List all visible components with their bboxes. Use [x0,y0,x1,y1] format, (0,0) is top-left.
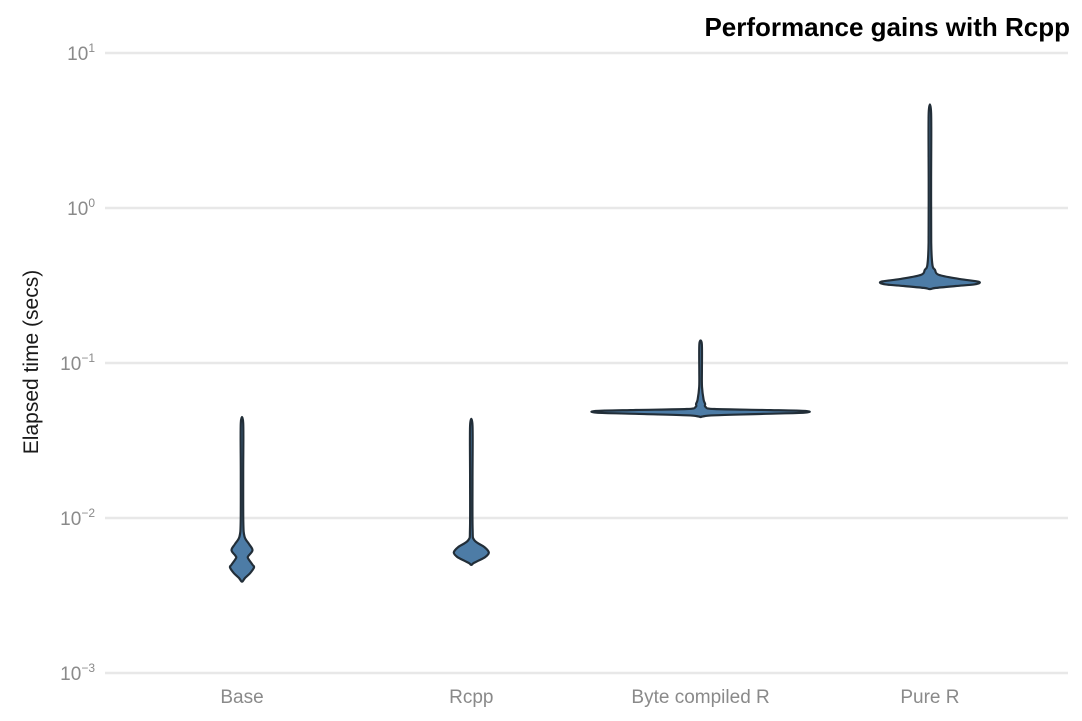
x-label-pure-r: Pure R [900,687,959,708]
violin-byte-compiled-r [590,339,811,419]
chart-title: Performance gains with Rcpp [704,12,1070,42]
x-label-byte-compiled-r: Byte compiled R [631,687,769,708]
x-label-rcpp: Rcpp [449,687,493,708]
violin-base [228,415,256,583]
y-tick-label-10e-2: 10−2 [60,506,95,530]
y-axis-title: Elapsed time (secs) [20,270,43,454]
x-axis-category-labels: Base Rcpp Byte compiled R Pure R [220,687,959,708]
violin-rcpp [452,417,490,566]
gridlines [105,51,1068,675]
x-label-base: Base [220,687,263,708]
violin-pure-r [878,103,981,291]
violin-shapes [228,103,981,583]
